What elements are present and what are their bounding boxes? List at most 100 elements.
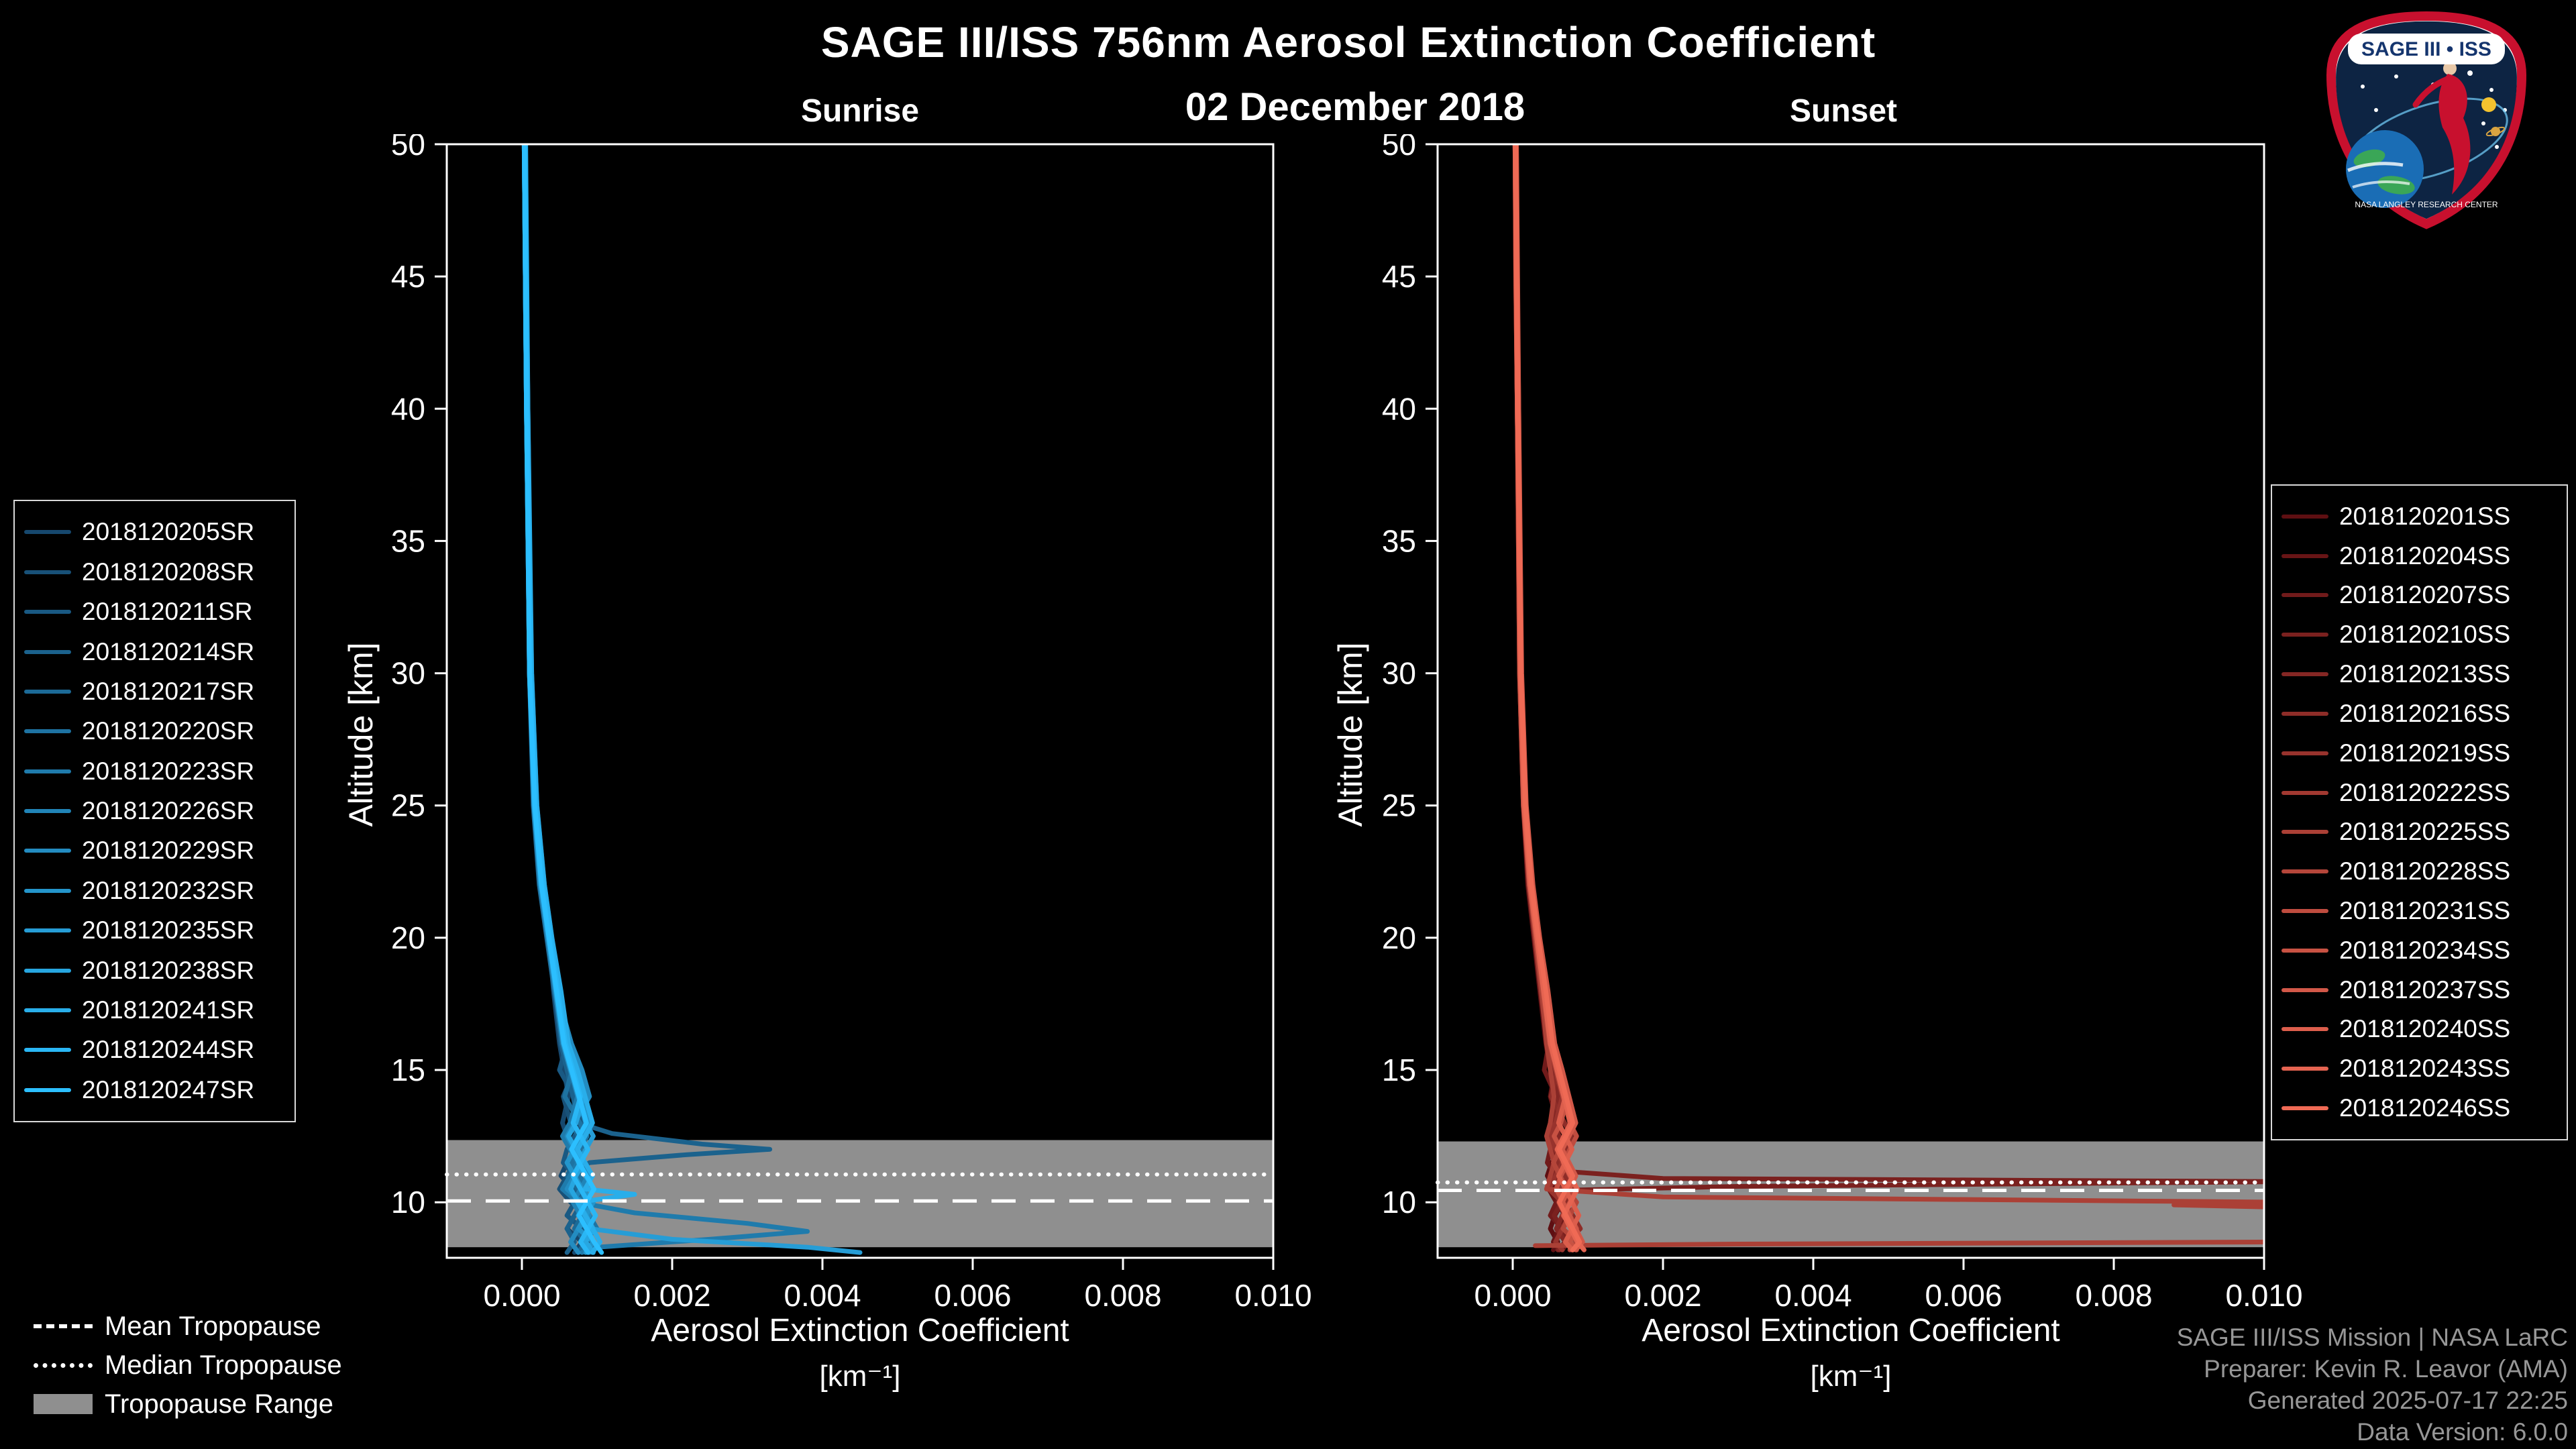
profile-line-2018120214SR [523, 144, 773, 1255]
x-tick-label: 0.010 [2225, 1278, 2302, 1313]
y-axis-label-sunrise: Altitude [km] [342, 642, 380, 827]
dotted-line-swatch [34, 1362, 93, 1368]
x-tick-label: 0.008 [2075, 1278, 2152, 1313]
y-tick-label: 10 [391, 1185, 425, 1220]
legend-line-swatch [24, 689, 71, 694]
legend-item-label: 2018120223SR [82, 757, 255, 785]
y-tick-label: 40 [1382, 391, 1416, 426]
legend-item-label: 2018120222SS [2339, 778, 2511, 806]
x-tick-label: 0.008 [1084, 1278, 1161, 1313]
x-tick-label: 0.004 [784, 1278, 861, 1313]
legend-line-swatch [24, 1048, 71, 1053]
legend-item-label: 2018120219SS [2339, 739, 2511, 767]
legend-line-swatch [2282, 830, 2328, 835]
y-tick-label: 25 [391, 788, 425, 823]
credit-generated: Generated 2025-07-17 22:25 [2247, 1387, 2568, 1414]
legend-item: 2018120223SR [24, 757, 285, 786]
credit-preparer: Preparer: Kevin R. Leavor (AMA) [2204, 1355, 2568, 1383]
legend-item-label: 2018120235SR [82, 916, 255, 945]
y-tick-label: 20 [1382, 920, 1416, 955]
legend-item: 2018120208SR [24, 558, 285, 586]
legend-line-swatch [2282, 948, 2328, 953]
sunset-plot: 50 45 40 35 30 25 20 15 10 0.000 0.002 0.004 0.006 0.… [1382, 134, 2303, 1313]
sunset-panel-title: Sunset [1789, 93, 1898, 129]
legend-item-label: 2018120225SS [2339, 818, 2511, 846]
legend-item: 2018120241SR [24, 996, 285, 1024]
mean-tropopause-legend-item: Mean Tropopause [34, 1307, 342, 1346]
legend-line-swatch [24, 769, 71, 773]
legend-item: 2018120222SS [2282, 779, 2557, 807]
legend-item-label: 2018120220SR [82, 717, 255, 745]
profile-line-2018120210SS [1513, 144, 2264, 1252]
legend-item: 2018120238SR [24, 957, 285, 985]
y-tick-label: 40 [391, 391, 425, 426]
legend-line-swatch [2282, 514, 2328, 519]
profile-line-2018120225SS [1512, 144, 2264, 1248]
legend-item: 2018120213SS [2282, 660, 2557, 688]
legend-item: 2018120214SR [24, 638, 285, 666]
legend-item: 2018120231SS [2282, 897, 2557, 925]
legend-item: 2018120228SS [2282, 857, 2557, 885]
legend-line-swatch [2282, 908, 2328, 913]
legend-item: 2018120201SS [2282, 502, 2557, 531]
legend-line-swatch [2282, 672, 2328, 677]
credit-mission: SAGE III/ISS Mission | NASA LaRC [2176, 1324, 2568, 1351]
legend-item: 2018120211SR [24, 598, 285, 626]
credits-block: SAGE III/ISS Mission | NASA LaRC Prepare… [2177, 1322, 2568, 1448]
legend-line-swatch [2282, 751, 2328, 755]
legend-item-label: 2018120229SR [82, 837, 255, 865]
legend-item-label: 2018120244SR [82, 1036, 255, 1064]
legend-line-swatch [2282, 1106, 2328, 1110]
profile-line-2018120216SS [1513, 144, 1583, 1252]
profile-line-2018120246SS [1513, 144, 1582, 1252]
legend-item: 2018120229SR [24, 837, 285, 865]
logo-figure-arm [2412, 76, 2451, 108]
legend-item-label: 2018120240SS [2339, 1015, 2511, 1043]
legend-item-label: 2018120243SS [2339, 1055, 2511, 1083]
legend-item: 2018120246SS [2282, 1094, 2557, 1122]
legend-item-label: 2018120204SS [2339, 541, 2511, 570]
legend-line-swatch [24, 928, 71, 933]
y-tick-label: 50 [1382, 134, 1416, 162]
legend-line-swatch [24, 1087, 71, 1092]
legend-item: 2018120240SS [2282, 1015, 2557, 1043]
legend-line-swatch [24, 729, 71, 734]
logo-earth-detail [2347, 149, 2415, 195]
legend-line-swatch [24, 530, 71, 535]
legend-item: 2018120247SR [24, 1076, 285, 1104]
logo-org-text: NASA LANGLEY RESEARCH CENTER [2355, 200, 2498, 209]
legend-item-label: 2018120237SS [2339, 975, 2511, 1004]
legend-item: 2018120205SR [24, 518, 285, 546]
legend-item: 2018120225SS [2282, 818, 2557, 846]
legend-item-label: 2018120232SR [82, 876, 255, 904]
legend-item: 2018120232SR [24, 877, 285, 905]
x-axis-unit-sunrise: [km⁻¹] [819, 1360, 901, 1393]
legend-item-label: 2018120208SR [82, 557, 255, 586]
legend-line-swatch [2282, 553, 2328, 558]
legend-line-swatch [24, 968, 71, 973]
profile-line-2018120247SR [521, 144, 604, 1255]
legend-line-swatch [24, 610, 71, 614]
x-axis-label-sunset: Aerosol Extinction Coefficient [1642, 1313, 2060, 1348]
sage-iii-iss-logo: SAGE III • ISS NASA LANGLEY RESEARCH CEN… [2326, 11, 2527, 229]
legend-line-swatch [24, 570, 71, 574]
legend-line-swatch [2282, 593, 2328, 598]
legend-item: 2018120237SS [2282, 976, 2557, 1004]
y-tick-label: 30 [1382, 656, 1416, 691]
y-tick-label: 10 [1382, 1185, 1416, 1220]
legend-item-label: 2018120247SR [82, 1075, 255, 1104]
legend-item-label: 2018120205SR [82, 518, 255, 546]
legend-item: 2018120243SS [2282, 1055, 2557, 1083]
legend-item-label: 2018120228SS [2339, 857, 2511, 885]
legend-line-swatch [24, 1008, 71, 1012]
logo-figure-robe [2438, 74, 2471, 195]
legend-item: 2018120219SS [2282, 739, 2557, 767]
legend-item-label: 2018120211SR [82, 598, 253, 626]
x-tick-label: 0.006 [1925, 1278, 2002, 1313]
legend-item-label: 2018120246SS [2339, 1094, 2511, 1122]
dashed-line-swatch [34, 1324, 93, 1328]
legend-item-label: 2018120201SS [2339, 502, 2511, 530]
y-tick-label: 15 [1382, 1053, 1416, 1087]
plot-border [1436, 143, 2265, 1259]
legend-line-swatch [2282, 711, 2328, 716]
